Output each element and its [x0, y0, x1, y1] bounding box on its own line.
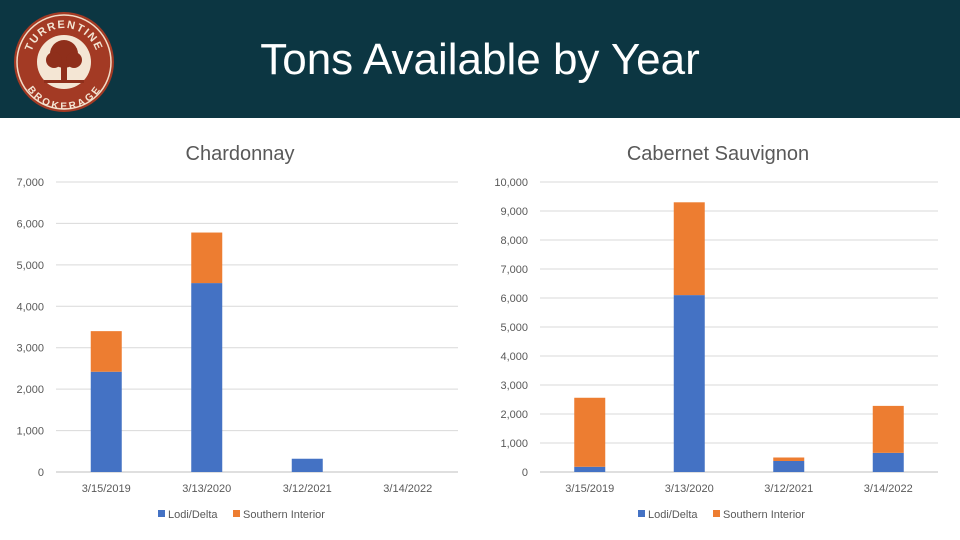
chardonnay-chart: Chardonnay 0 1,000 2,000 3,000 4,000 5,000 6,00… [0, 130, 480, 530]
cabernet-y-tick-label: 8,000 [500, 235, 528, 247]
chardonnay-bar-lodi-delta [291, 458, 323, 472]
chardonnay-legend-label: Lodi/Delta [168, 509, 218, 521]
chardonnay-chart-title: Chardonnay [186, 143, 295, 165]
cabernet-bar-southern-interior [574, 397, 606, 467]
cabernet-y-tick-label: 1,000 [500, 438, 528, 450]
cabernet-bar-southern-interior [872, 405, 904, 453]
cabernet-y-tick-label: 0 [522, 467, 528, 479]
cabernet-bar-lodi-delta [574, 466, 606, 472]
cabernet-legend-label: Southern Interior [723, 509, 805, 521]
chardonnay-bar-lodi-delta [191, 283, 223, 472]
cabernet-bar-lodi-delta [773, 460, 805, 472]
chardonnay-chart-svg: Chardonnay 0 1,000 2,000 3,000 4,000 5,000 6,00… [16, 143, 458, 521]
chardonnay-y-tick-label: 2,000 [16, 384, 44, 396]
chardonnay-legend-label: Southern Interior [243, 509, 325, 521]
chardonnay-x-category-label: 3/15/2019 [82, 483, 131, 495]
chardonnay-y-tick-label: 4,000 [16, 301, 44, 313]
cabernet-sauvignon-chart-svg: Cabernet Sauvignon 0 1,000 2,000 3,000 4,000 5… [494, 143, 938, 521]
chardonnay-bar-lodi-delta [90, 371, 122, 472]
chardonnay-y-tick-label: 1,000 [16, 426, 44, 438]
cabernet-y-tick-label: 5,000 [500, 322, 528, 334]
cabernet-y-tick-label: 3,000 [500, 380, 528, 392]
chardonnay-y-tick-label: 7,000 [16, 177, 44, 189]
cabernet-legend-swatch [638, 510, 645, 517]
cabernet-x-category-label: 3/12/2021 [764, 483, 813, 495]
cabernet-chart-title: Cabernet Sauvignon [627, 143, 809, 165]
cabernet-sauvignon-chart: Cabernet Sauvignon 0 1,000 2,000 3,000 4,000 5… [480, 130, 960, 530]
chardonnay-x-category-label: 3/12/2021 [283, 483, 332, 495]
page-title: Tons Available by Year [260, 35, 700, 84]
cabernet-x-category-label: 3/15/2019 [565, 483, 614, 495]
cabernet-y-tick-label: 9,000 [500, 206, 528, 218]
cabernet-y-tick-label: 2,000 [500, 409, 528, 421]
chardonnay-legend-swatch [158, 510, 165, 517]
cabernet-y-tick-label: 10,000 [494, 177, 528, 189]
chardonnay-x-category-label: 3/14/2022 [383, 483, 432, 495]
cabernet-y-tick-label: 4,000 [500, 351, 528, 363]
cabernet-legend-swatch [713, 510, 720, 517]
cabernet-y-tick-label: 7,000 [500, 264, 528, 276]
cabernet-bar-lodi-delta [872, 452, 904, 472]
cabernet-bar-lodi-delta [673, 295, 705, 472]
cabernet-bar-southern-interior [673, 202, 705, 296]
chardonnay-bar-southern-interior [191, 232, 223, 284]
turrentine-brokerage-logo: TURRENTINE BROKERAGE [10, 8, 118, 116]
chardonnay-bar-southern-interior [90, 331, 122, 372]
header-bar: TURRENTINE BROKERAGE Tons Available by Y… [0, 0, 960, 118]
chardonnay-y-tick-label: 3,000 [16, 343, 44, 355]
chardonnay-x-category-label: 3/13/2020 [182, 483, 231, 495]
cabernet-x-category-label: 3/14/2022 [864, 483, 913, 495]
chardonnay-y-tick-label: 6,000 [16, 218, 44, 230]
chardonnay-y-tick-label: 5,000 [16, 260, 44, 272]
cabernet-legend-label: Lodi/Delta [648, 509, 698, 521]
cabernet-x-category-label: 3/13/2020 [665, 483, 714, 495]
chardonnay-y-tick-label: 0 [38, 467, 44, 479]
cabernet-y-tick-label: 6,000 [500, 293, 528, 305]
chardonnay-legend-swatch [233, 510, 240, 517]
cabernet-bar-southern-interior [773, 457, 805, 461]
